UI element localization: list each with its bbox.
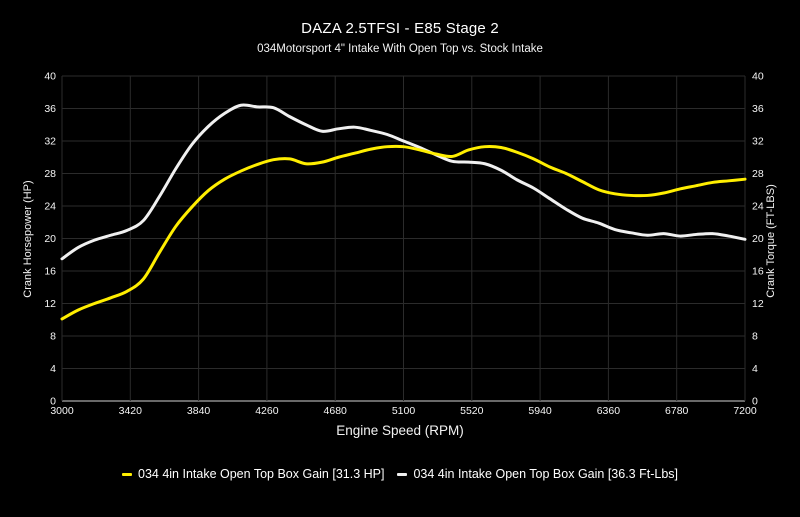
legend-item: 034 4in Intake Open Top Box Gain [36.3 F… bbox=[397, 467, 678, 481]
tick-label: 5940 bbox=[528, 405, 552, 417]
tick-label: 20 bbox=[44, 233, 56, 245]
tick-label: 3840 bbox=[187, 405, 211, 417]
tick-label: 4 bbox=[50, 363, 56, 375]
tick-label: 20 bbox=[752, 233, 764, 245]
chart-title: DAZA 2.5TFSI - E85 Stage 2 bbox=[301, 20, 499, 37]
tick-label: 6780 bbox=[665, 405, 689, 417]
plot-area: 0 0 4 4 8 8 12 12 16 16 20 20 24 24 28 28 32 32 36 36 40 40 30… bbox=[44, 71, 764, 418]
legend-item: 034 4in Intake Open Top Box Gain [31.3 H… bbox=[122, 467, 384, 481]
tick-label: 40 bbox=[752, 71, 764, 83]
tick-label: 0 bbox=[752, 396, 758, 408]
left-axis-title: Crank Horsepower (HP) bbox=[22, 180, 34, 298]
legend-dash-icon bbox=[397, 472, 408, 476]
tick-label: 40 bbox=[44, 71, 56, 83]
series-curve bbox=[60, 144, 747, 321]
tick-label: 16 bbox=[44, 266, 56, 278]
tick-label: 32 bbox=[44, 136, 56, 148]
tick-label: 8 bbox=[50, 331, 56, 343]
tick-label: 5520 bbox=[460, 405, 484, 417]
tick-label: 12 bbox=[752, 298, 764, 310]
tick-label: 6360 bbox=[597, 405, 621, 417]
legend-dash-icon bbox=[122, 472, 132, 476]
x-axis-title: Engine Speed (RPM) bbox=[336, 423, 464, 438]
tick-label: 5100 bbox=[392, 405, 416, 417]
chart-subtitle: 034Motorsport 4" Intake With Open Top vs… bbox=[257, 43, 543, 55]
tick-label: 36 bbox=[44, 103, 56, 115]
tick-label: 32 bbox=[752, 136, 764, 148]
right-axis-title: Crank Torque (FT-LBS) bbox=[765, 184, 777, 298]
tick-label: 3420 bbox=[119, 405, 143, 417]
tick-label: 36 bbox=[752, 103, 764, 115]
tick-label: 4 bbox=[752, 363, 758, 375]
tick-label: 3000 bbox=[50, 405, 74, 417]
legend-label: 034 4in Intake Open Top Box Gain [36.3 F… bbox=[413, 467, 678, 481]
tick-label: 12 bbox=[44, 298, 56, 310]
legend-label: 034 4in Intake Open Top Box Gain [31.3 H… bbox=[138, 467, 385, 481]
tick-label: 0 bbox=[50, 396, 56, 408]
legend: 034 4in Intake Open Top Box Gain [31.3 H… bbox=[0, 467, 800, 481]
tick-label: 24 bbox=[752, 201, 764, 213]
tick-label: 16 bbox=[752, 266, 764, 278]
tick-label: 28 bbox=[44, 168, 56, 180]
tick-label: 24 bbox=[44, 201, 56, 213]
series-curve bbox=[60, 103, 747, 261]
tick-label: 7200 bbox=[733, 405, 757, 417]
tick-label: 8 bbox=[752, 331, 758, 343]
tick-label: 4260 bbox=[255, 405, 279, 417]
tick-label: 4680 bbox=[324, 405, 348, 417]
tick-label: 28 bbox=[752, 168, 764, 180]
